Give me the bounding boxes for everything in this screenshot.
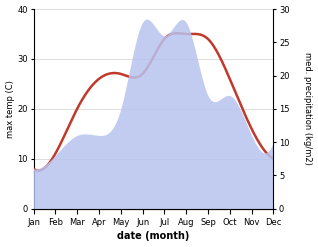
X-axis label: date (month): date (month) [117,231,190,242]
Y-axis label: max temp (C): max temp (C) [5,80,15,138]
Y-axis label: med. precipitation (kg/m2): med. precipitation (kg/m2) [303,52,313,165]
